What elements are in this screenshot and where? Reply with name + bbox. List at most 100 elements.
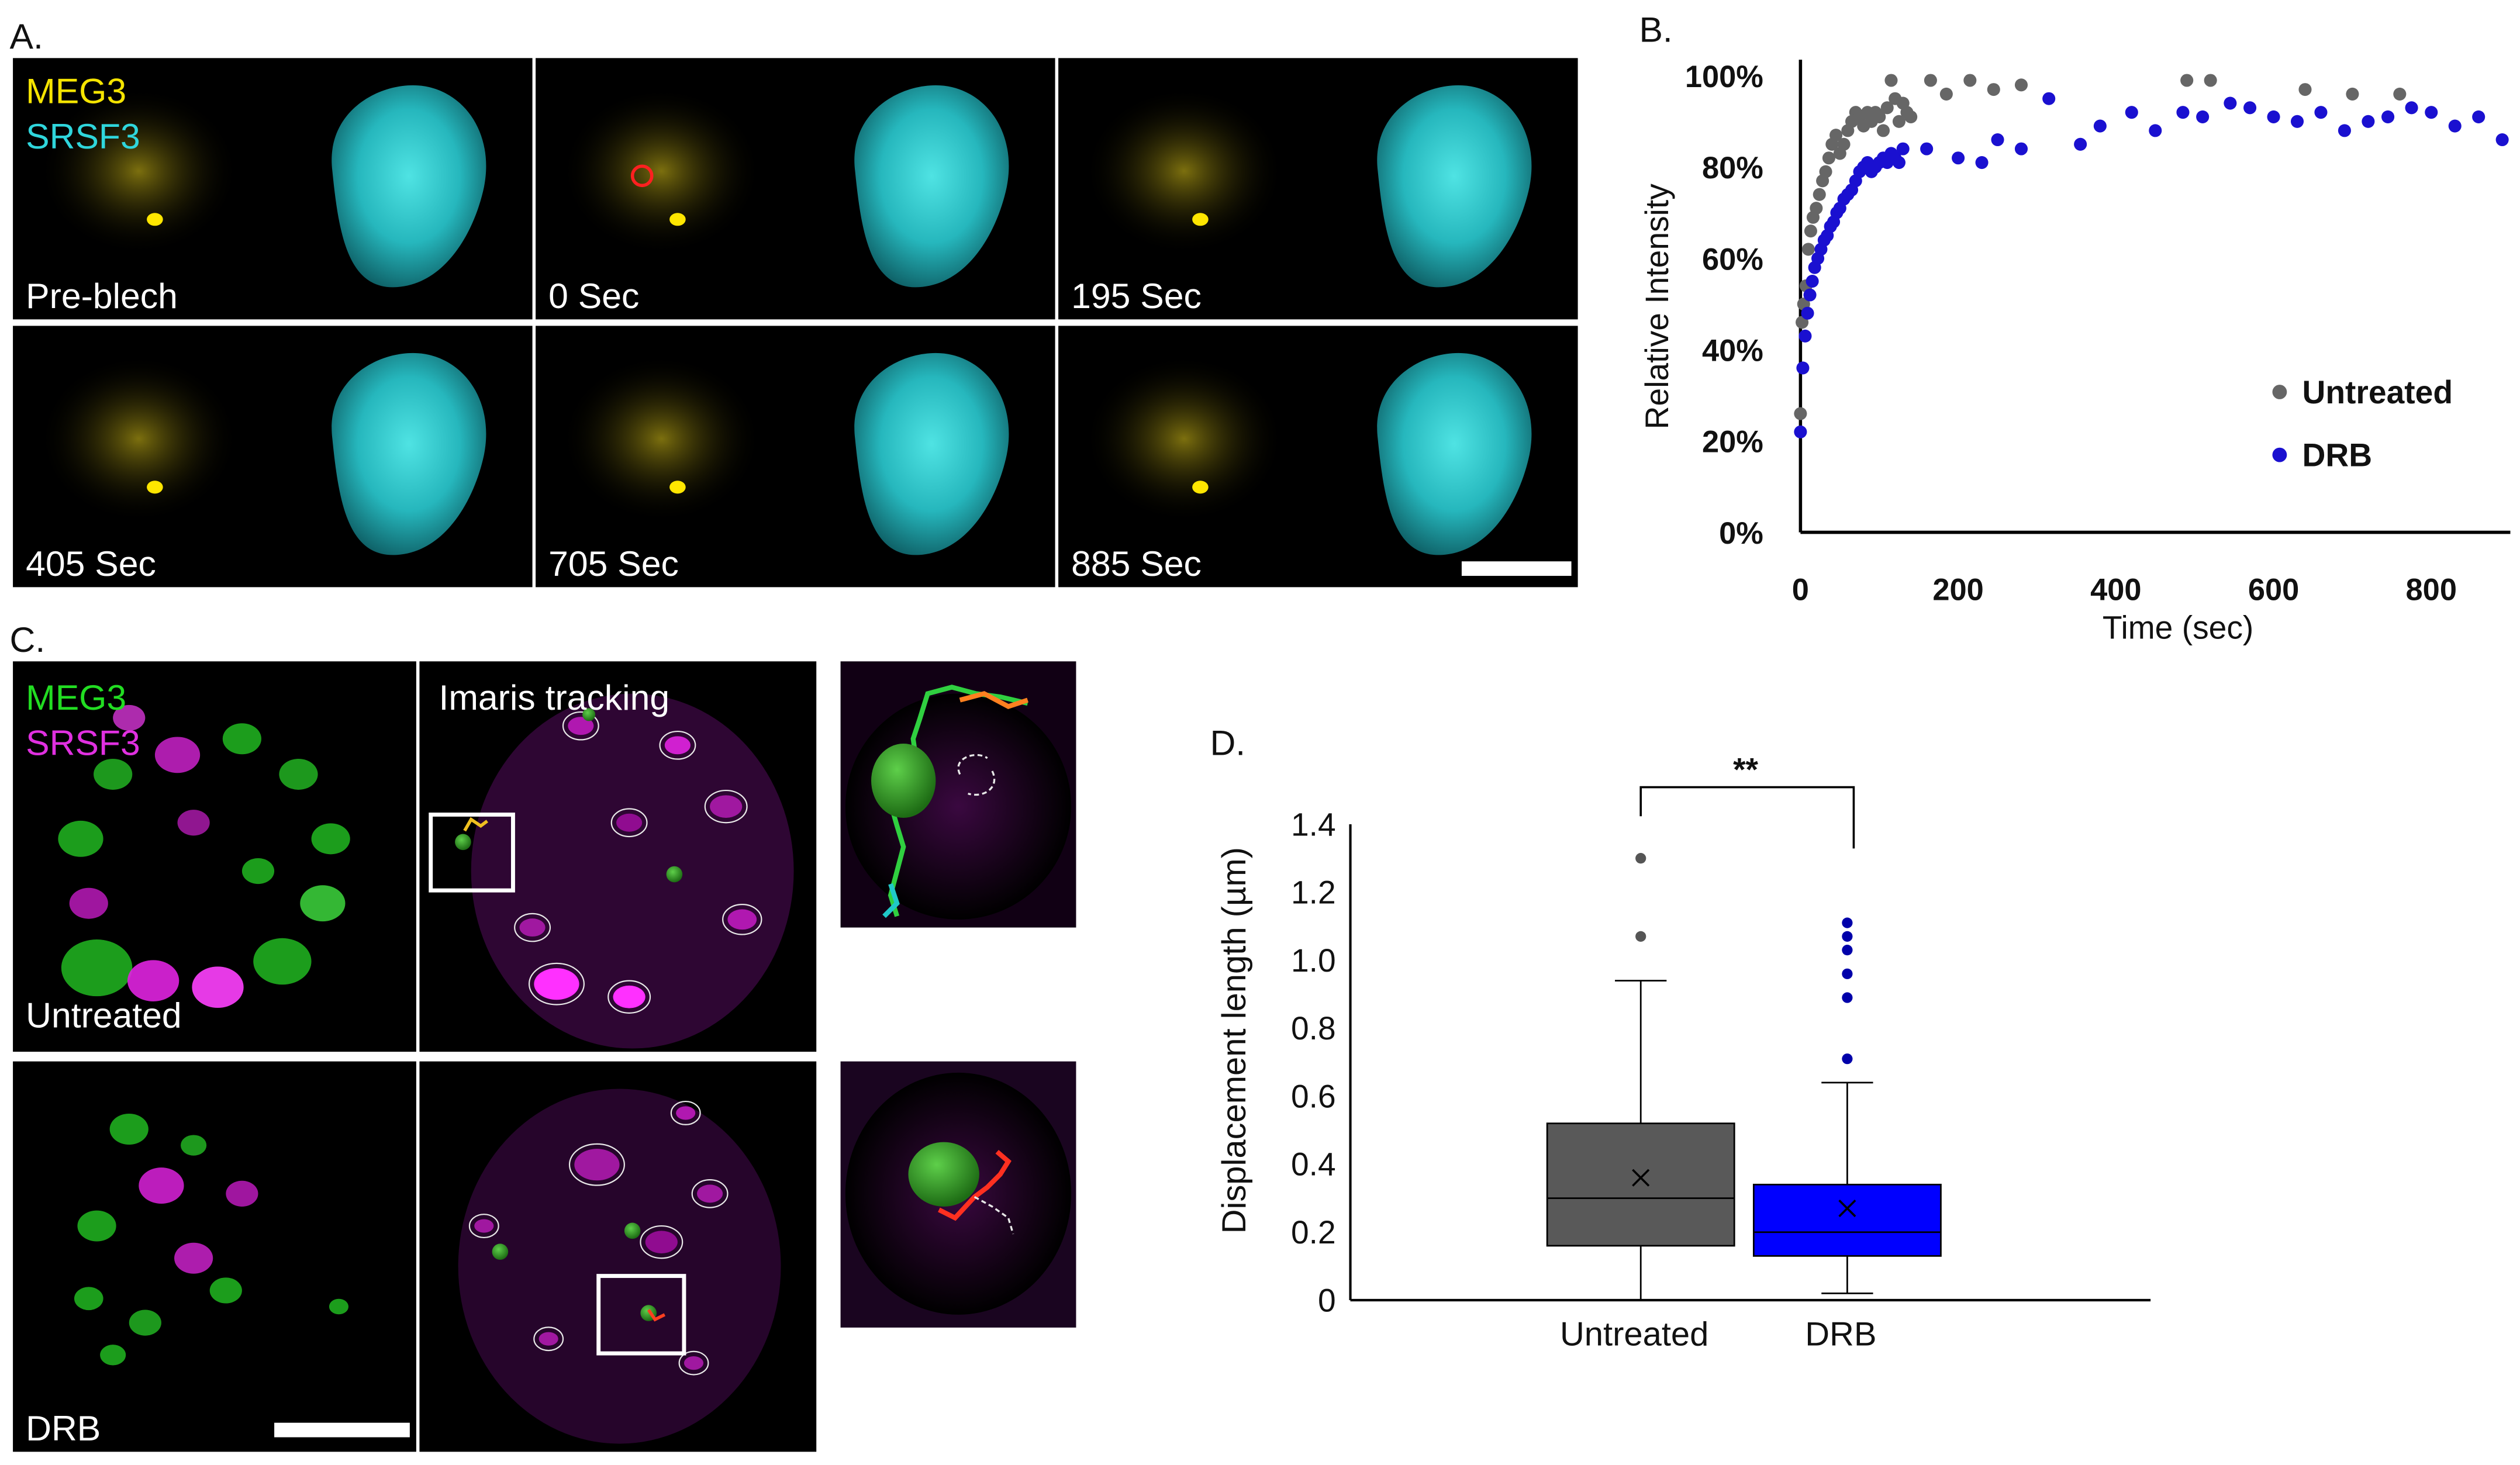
data-point-drb: [1794, 425, 1807, 438]
outlier-point: [1842, 917, 1853, 928]
data-point-untreated: [1822, 151, 1835, 165]
srsf3-surface: [697, 1184, 723, 1203]
outlier-point: [1635, 931, 1646, 942]
data-point-drb: [1892, 156, 1905, 170]
surface-outline: [691, 1179, 729, 1208]
x-category-label: Untreated: [1560, 1315, 1708, 1353]
x-tick-label: 400: [2090, 573, 2141, 607]
overlay-blob: [177, 810, 210, 836]
overlay-blob: [69, 887, 108, 919]
y-tick-label: 1.0: [1291, 942, 1336, 979]
data-point-drb: [2448, 119, 2462, 133]
meg3-sphere: [492, 1243, 509, 1260]
panel-c-micrographs: [13, 661, 1076, 1452]
data-point-untreated: [1810, 202, 1823, 215]
timepoint-label: 0 Sec: [548, 276, 639, 316]
meg3-signal: [561, 355, 762, 523]
box-untreated: [1546, 1122, 1735, 1247]
data-point-untreated: [1939, 87, 1953, 101]
srsf3-surface: [613, 985, 645, 1008]
panel-b-label: B.: [1639, 10, 1672, 50]
data-point-drb: [2338, 124, 2351, 137]
meg3-focus: [669, 213, 686, 226]
y-tick-label: 100%: [1685, 60, 1763, 94]
y-tick-label: 0.4: [1291, 1146, 1336, 1183]
mean-marker: [1632, 1169, 1650, 1187]
x-tick-label: 0: [1792, 573, 1809, 607]
surface-outline: [468, 1214, 499, 1239]
outlier-point: [1635, 853, 1646, 864]
timepoint-label: 405 Sec: [26, 544, 156, 583]
surface-outline: [607, 980, 651, 1014]
overlay-blob: [311, 823, 350, 855]
y-tick-label: 0%: [1719, 517, 1763, 551]
data-point-untreated: [2393, 87, 2407, 101]
surface-outline: [562, 711, 599, 741]
data-point-drb: [1806, 275, 1819, 288]
srsf3-surface: [534, 968, 579, 1000]
data-point-untreated: [2346, 87, 2359, 101]
data-point-drb: [2314, 106, 2328, 119]
legend-marker-drb: [2272, 447, 2287, 462]
inset-track: [938, 1149, 1012, 1221]
meg3-focus: [1192, 481, 1209, 494]
y-axis-label: Displacement length (µm): [1216, 847, 1253, 1233]
y-tick-label: 60%: [1702, 243, 1763, 277]
micrograph-a-0: [13, 58, 533, 320]
surface-outline: [640, 1225, 683, 1259]
overlay-blob: [241, 858, 275, 884]
meg3-sphere: [624, 1222, 641, 1239]
data-point-drb: [1798, 329, 1812, 343]
inset-meg3-sphere: [908, 1142, 979, 1207]
legend-marker-untreated: [2272, 385, 2287, 399]
srsf3-surface: [727, 909, 757, 930]
panel-c-drb-label: DRB: [26, 1408, 101, 1448]
inset-surface-outline: [957, 754, 996, 796]
inset-track: [882, 883, 900, 918]
data-point-drb: [1991, 133, 2004, 147]
timepoint-label: 195 Sec: [1071, 276, 1202, 316]
zoom-box-drb: [596, 1274, 686, 1356]
timepoint-label: 705 Sec: [548, 544, 679, 583]
surface-outline: [678, 1350, 709, 1376]
srsf3-surface: [664, 736, 691, 755]
data-point-untreated: [1924, 74, 1937, 87]
overlay-blob: [61, 939, 133, 997]
micrograph-a-3: [13, 326, 533, 588]
panel-a-channel-srsf3: SRSF3: [26, 116, 140, 156]
data-point-drb: [1952, 151, 1965, 165]
srsf3-nucleus: [1377, 353, 1532, 555]
data-point-drb: [2014, 142, 2028, 156]
meg3-signal: [39, 87, 239, 255]
srsf3-surface: [568, 717, 594, 735]
tracked-nucleus: [471, 693, 794, 1049]
surface-outline: [659, 730, 696, 760]
panel-d-label: D.: [1210, 723, 1245, 762]
panel-c-tracking-label: Imaris tracking: [439, 678, 670, 717]
micrograph-a-1: [536, 58, 1055, 320]
data-point-drb: [2196, 110, 2210, 124]
data-point-drb: [2381, 110, 2395, 124]
data-point-untreated: [1829, 129, 1843, 142]
outlier-point: [1842, 945, 1853, 956]
overlay-blob: [279, 758, 318, 790]
timepoint-label: 885 Sec: [1071, 544, 1202, 583]
data-point-untreated: [1904, 110, 1918, 124]
srsf3-surface: [645, 1231, 678, 1253]
data-point-drb: [1896, 142, 1910, 156]
inset-surface-outline: [974, 1196, 1014, 1235]
overlay-blob: [77, 1210, 116, 1242]
y-tick-label: 80%: [1702, 151, 1763, 185]
data-point-untreated: [1837, 137, 1851, 151]
data-point-untreated: [2180, 74, 2194, 87]
micrograph-a-5: [1058, 326, 1578, 588]
overlay-blob: [209, 1277, 242, 1304]
outlier-point: [1842, 931, 1853, 942]
data-point-untreated: [2204, 74, 2217, 87]
zoom-box-untreated: [429, 812, 515, 893]
data-point-drb: [2042, 92, 2056, 105]
data-point-drb: [2425, 106, 2438, 119]
surface-outline: [533, 1326, 564, 1352]
